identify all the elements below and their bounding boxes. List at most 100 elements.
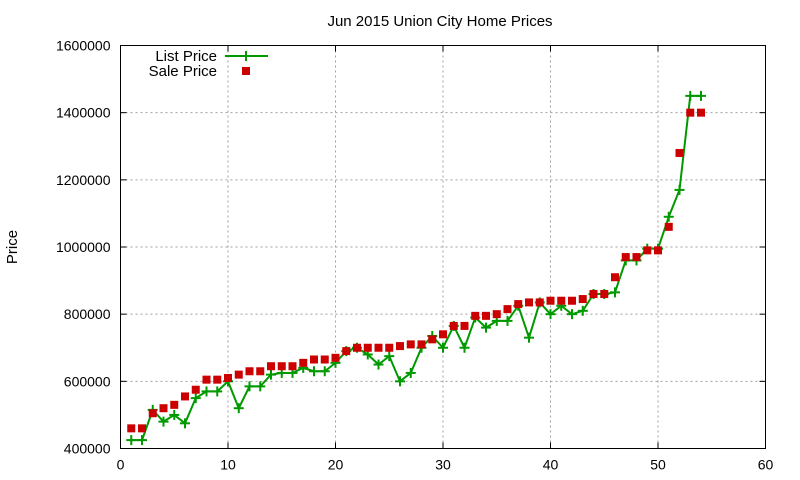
data-point-sale-price xyxy=(181,392,189,401)
data-point-sale-price xyxy=(277,362,286,371)
y-tick-label: 800000 xyxy=(64,306,111,322)
y-tick-label: 600000 xyxy=(64,373,111,389)
data-point-sale-price xyxy=(374,343,383,352)
legend-label-list-price: List Price xyxy=(155,48,217,65)
legend-label-sale-price: Sale Price xyxy=(149,63,217,80)
data-point-sale-price xyxy=(589,290,598,299)
data-point-list-price xyxy=(524,332,534,343)
data-point-sale-price xyxy=(675,148,684,157)
data-point-list-price xyxy=(481,322,491,333)
data-point-sale-price xyxy=(664,222,673,231)
data-point-sale-price xyxy=(482,311,490,320)
data-point-list-price xyxy=(373,359,384,370)
data-point-sale-price xyxy=(632,253,641,262)
y-tick-label: 1400000 xyxy=(56,105,111,121)
data-point-sale-price xyxy=(460,321,469,330)
data-point-sale-price xyxy=(697,108,705,117)
legend-plus-glyph xyxy=(241,51,251,61)
data-point-sale-price xyxy=(191,385,200,394)
data-point-sale-price xyxy=(578,295,587,304)
data-point-sale-price xyxy=(385,343,394,352)
data-point-list-price xyxy=(438,342,448,353)
data-point-list-price xyxy=(567,309,577,320)
data-point-list-price xyxy=(309,366,319,377)
data-point-sale-price xyxy=(213,375,222,384)
data-point-list-price xyxy=(180,418,190,429)
data-point-list-price xyxy=(405,367,416,378)
data-point-list-price xyxy=(190,393,201,404)
data-point-list-price xyxy=(212,386,223,397)
data-point-sale-price xyxy=(267,362,275,371)
y-tick-label: 400000 xyxy=(64,441,111,457)
chart-title: Jun 2015 Union City Home Prices xyxy=(327,13,552,30)
data-point-sale-price xyxy=(299,358,308,367)
data-point-sale-price xyxy=(525,298,533,307)
data-point-list-price xyxy=(663,211,674,222)
data-point-sale-price xyxy=(417,340,426,349)
data-point-list-price xyxy=(545,309,556,320)
y-tick-label: 1200000 xyxy=(56,172,111,188)
data-point-list-price xyxy=(266,369,276,380)
data-point-sale-price xyxy=(439,330,447,339)
legend: List Price Sale Price xyxy=(149,48,268,80)
data-point-sale-price xyxy=(568,296,576,305)
data-point-sale-price xyxy=(256,367,265,376)
data-point-sale-price xyxy=(546,296,555,305)
data-point-sale-price xyxy=(492,310,501,319)
x-tick-label: 10 xyxy=(220,457,236,473)
data-point-list-price xyxy=(319,366,330,377)
axis-ticks: 0 10 20 30 40 50 60 400000 600000 800000 1000000 12… xyxy=(56,38,774,473)
data-point-sale-price xyxy=(148,409,157,418)
data-point-list-price xyxy=(696,90,706,101)
data-point-sale-price xyxy=(449,321,458,330)
data-point-list-price xyxy=(255,381,266,392)
data-point-sale-price xyxy=(202,375,211,384)
data-point-sale-price xyxy=(643,246,652,255)
data-point-sale-price xyxy=(138,424,146,433)
y-axis-label: Price xyxy=(4,230,21,264)
data-point-sale-price xyxy=(406,340,415,349)
data-point-sale-price xyxy=(320,355,329,364)
x-tick-label: 20 xyxy=(328,457,344,473)
data-point-sale-price xyxy=(557,296,566,305)
data-point-list-price xyxy=(126,435,137,446)
data-point-sale-price xyxy=(654,246,662,255)
data-point-list-price xyxy=(137,435,147,446)
y-tick-label: 1600000 xyxy=(56,38,111,54)
y-tick-label: 1000000 xyxy=(56,239,111,255)
x-tick-label: 50 xyxy=(650,457,666,473)
x-tick-label: 60 xyxy=(758,457,774,473)
data-point-list-price xyxy=(395,376,405,387)
data-point-sale-price xyxy=(611,273,619,282)
data-point-list-price xyxy=(459,342,470,353)
data-point-sale-price xyxy=(310,355,318,364)
data-point-sale-price xyxy=(503,305,512,314)
data-point-sale-price xyxy=(342,347,351,356)
legend-marker-list-price xyxy=(241,51,251,61)
data-point-sale-price xyxy=(224,373,232,382)
data-point-sale-price xyxy=(600,290,609,299)
data-point-sale-price xyxy=(471,311,480,320)
data-point-sale-price xyxy=(535,298,544,307)
data-point-list-price xyxy=(244,381,255,392)
legend-marker-sale-price xyxy=(242,67,250,75)
data-point-list-price xyxy=(610,287,620,298)
data-point-sale-price xyxy=(127,424,136,433)
x-tick-label: 40 xyxy=(543,457,559,473)
data-point-sale-price xyxy=(363,343,372,352)
data-point-list-price xyxy=(233,403,244,414)
data-point-sale-price xyxy=(621,253,630,262)
data-point-sale-price xyxy=(288,362,297,371)
data-point-list-price xyxy=(685,90,696,101)
data-point-sale-price xyxy=(245,367,254,376)
data-point-sale-price xyxy=(514,300,523,309)
data-point-list-price xyxy=(577,305,588,316)
data-point-list-price xyxy=(201,386,212,397)
data-point-sale-price xyxy=(428,335,437,344)
data-point-sale-price xyxy=(396,342,404,351)
data-point-list-price xyxy=(384,351,395,362)
series-layer xyxy=(126,90,706,446)
data-point-sale-price xyxy=(686,108,695,117)
